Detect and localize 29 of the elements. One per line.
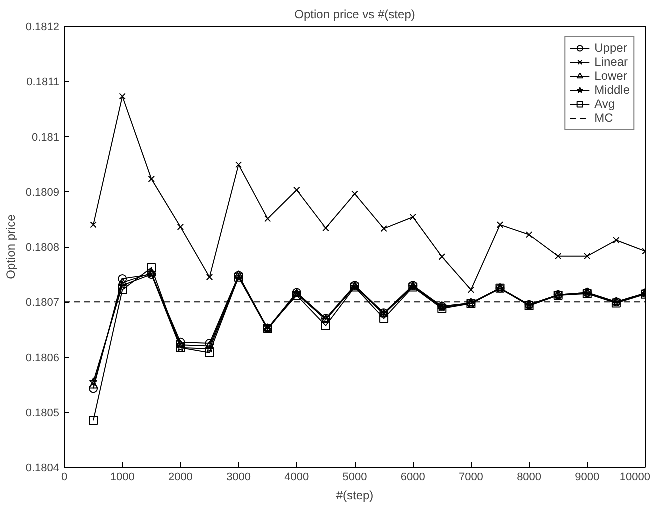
x-tick-label: 8000 <box>517 472 542 484</box>
y-axis-title: Option price <box>4 214 18 280</box>
x-tick-label: 4000 <box>284 472 310 484</box>
x-tick-label: 6000 <box>400 472 426 484</box>
y-tick-label: 0.1807 <box>26 297 60 310</box>
y-tick-label: 0.1811 <box>26 76 60 89</box>
x-tick-label: 9000 <box>575 472 600 484</box>
legend-label: MC <box>594 111 614 125</box>
x-tick-label: 5000 <box>342 472 368 484</box>
x-tick-label: 10000 <box>620 472 651 484</box>
legend-label: Linear <box>594 55 628 69</box>
legend-label: Middle <box>594 83 630 97</box>
x-axis-title: #(step) <box>336 488 374 502</box>
x-tick-label: 7000 <box>458 472 484 484</box>
x-tick-label: 1000 <box>110 472 135 484</box>
y-tick-label: 0.181 <box>32 132 60 144</box>
x-tick-label: 0 <box>61 472 68 484</box>
y-tick-label: 0.1812 <box>26 22 60 34</box>
y-tick-label: 0.1806 <box>26 352 60 364</box>
y-tick-label: 0.1808 <box>26 242 60 254</box>
legend-label: Avg <box>594 97 616 111</box>
x-tick-label: 2000 <box>168 472 193 484</box>
legend-label: Lower <box>594 69 628 83</box>
y-tick-label: 0.1809 <box>26 186 60 199</box>
x-tick-label: 3000 <box>226 472 252 484</box>
y-tick-label: 0.1804 <box>26 462 60 474</box>
legend-label: Upper <box>594 41 628 55</box>
chart-title: Option price vs #(step) <box>294 8 416 22</box>
y-tick-label: 0.1805 <box>26 407 60 420</box>
